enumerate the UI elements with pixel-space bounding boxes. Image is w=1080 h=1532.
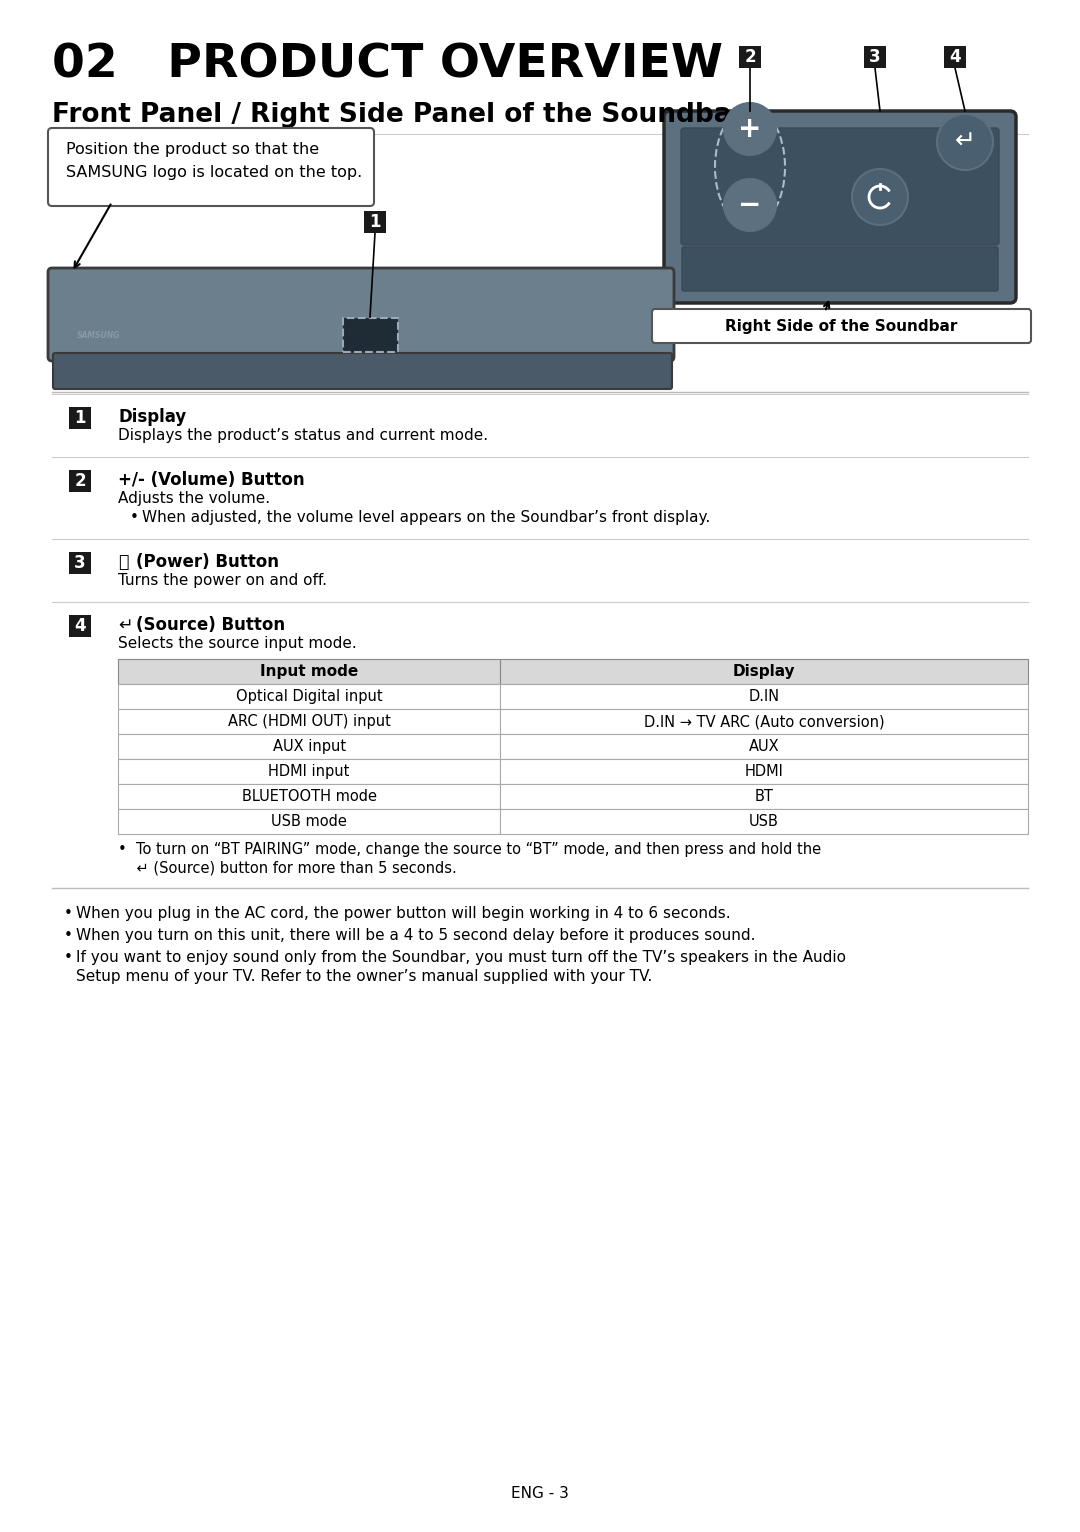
Text: ↵: ↵ (118, 616, 133, 634)
Text: Position the product so that the
SAMSUNG logo is located on the top.: Position the product so that the SAMSUNG… (66, 142, 362, 181)
Text: BT: BT (755, 789, 773, 804)
Text: Front Panel / Right Side Panel of the Soundbar: Front Panel / Right Side Panel of the So… (52, 103, 744, 129)
Text: D.IN: D.IN (748, 689, 780, 705)
Text: Right Side of the Soundbar: Right Side of the Soundbar (726, 319, 958, 334)
Text: HDMI: HDMI (745, 764, 783, 778)
Text: AUX: AUX (748, 738, 780, 754)
Text: ⏻: ⏻ (118, 553, 129, 571)
Circle shape (724, 103, 777, 155)
FancyBboxPatch shape (118, 709, 500, 734)
FancyBboxPatch shape (118, 734, 500, 758)
Text: When you plug in the AC cord, the power button will begin working in 4 to 6 seco: When you plug in the AC cord, the power … (76, 905, 731, 921)
FancyBboxPatch shape (864, 46, 886, 67)
FancyBboxPatch shape (69, 408, 91, 429)
Text: +: + (739, 115, 761, 142)
Text: Input mode: Input mode (260, 663, 359, 679)
Text: D.IN → TV ARC (Auto conversion): D.IN → TV ARC (Auto conversion) (644, 714, 885, 729)
Text: +/- (Volume) Button: +/- (Volume) Button (118, 470, 305, 489)
Circle shape (937, 113, 993, 170)
FancyBboxPatch shape (500, 809, 1028, 833)
Text: 1: 1 (75, 409, 85, 427)
FancyBboxPatch shape (652, 309, 1031, 343)
FancyBboxPatch shape (664, 110, 1016, 303)
FancyBboxPatch shape (500, 659, 1028, 683)
Text: USB mode: USB mode (271, 813, 347, 829)
FancyBboxPatch shape (681, 247, 998, 291)
Text: ENG - 3: ENG - 3 (511, 1486, 569, 1501)
FancyBboxPatch shape (118, 683, 500, 709)
FancyBboxPatch shape (48, 268, 674, 362)
Circle shape (852, 169, 908, 225)
Text: SAMSUNG: SAMSUNG (77, 331, 120, 340)
Text: USB: USB (750, 813, 779, 829)
Text: 02   PRODUCT OVERVIEW: 02 PRODUCT OVERVIEW (52, 41, 723, 87)
FancyBboxPatch shape (500, 709, 1028, 734)
FancyBboxPatch shape (500, 758, 1028, 784)
FancyBboxPatch shape (118, 809, 500, 833)
FancyBboxPatch shape (364, 211, 386, 233)
FancyBboxPatch shape (500, 683, 1028, 709)
Bar (342, 319, 397, 352)
Text: 4: 4 (949, 47, 961, 66)
FancyBboxPatch shape (118, 659, 500, 683)
Text: When adjusted, the volume level appears on the Soundbar’s front display.: When adjusted, the volume level appears … (141, 510, 711, 525)
FancyBboxPatch shape (944, 46, 966, 67)
Text: Turns the power on and off.: Turns the power on and off. (118, 573, 327, 588)
Text: •: • (130, 510, 139, 525)
Text: ↵ (Source) button for more than 5 seconds.: ↵ (Source) button for more than 5 second… (118, 859, 457, 875)
Text: (Power) Button: (Power) Button (136, 553, 279, 571)
Text: 1: 1 (369, 213, 381, 231)
Text: Setup menu of your TV. Refer to the owner’s manual supplied with your TV.: Setup menu of your TV. Refer to the owne… (76, 970, 652, 984)
FancyBboxPatch shape (69, 552, 91, 574)
Text: •: • (64, 905, 72, 921)
Text: •: • (64, 950, 72, 965)
Text: ARC (HDMI OUT) input: ARC (HDMI OUT) input (228, 714, 391, 729)
Text: Displays the product’s status and current mode.: Displays the product’s status and curren… (118, 427, 488, 443)
Text: •  To turn on “BT PAIRING” mode, change the source to “BT” mode, and then press : • To turn on “BT PAIRING” mode, change t… (118, 843, 821, 856)
FancyBboxPatch shape (48, 129, 374, 205)
Text: Optical Digital input: Optical Digital input (235, 689, 382, 705)
Text: 3: 3 (869, 47, 881, 66)
FancyBboxPatch shape (739, 46, 761, 67)
FancyBboxPatch shape (118, 758, 500, 784)
Text: AUX input: AUX input (272, 738, 346, 754)
Text: Selects the source input mode.: Selects the source input mode. (118, 636, 356, 651)
Text: HDMI input: HDMI input (269, 764, 350, 778)
Text: Display: Display (118, 408, 186, 426)
FancyBboxPatch shape (69, 470, 91, 492)
Text: 3: 3 (75, 555, 85, 571)
FancyBboxPatch shape (500, 734, 1028, 758)
Text: When you turn on this unit, there will be a 4 to 5 second delay before it produc: When you turn on this unit, there will b… (76, 928, 756, 944)
Text: ↵: ↵ (955, 130, 975, 155)
Text: If you want to enjoy sound only from the Soundbar, you must turn off the TV’s sp: If you want to enjoy sound only from the… (76, 950, 846, 965)
FancyBboxPatch shape (681, 129, 999, 245)
Text: 2: 2 (744, 47, 756, 66)
Text: 4: 4 (75, 617, 85, 634)
FancyBboxPatch shape (500, 784, 1028, 809)
Text: −: − (739, 192, 761, 219)
Circle shape (724, 179, 777, 231)
Text: Display: Display (733, 663, 795, 679)
FancyBboxPatch shape (53, 352, 672, 389)
Text: •: • (64, 928, 72, 944)
Text: Adjusts the volume.: Adjusts the volume. (118, 490, 270, 506)
FancyBboxPatch shape (69, 614, 91, 637)
Text: BLUETOOTH mode: BLUETOOTH mode (242, 789, 377, 804)
FancyBboxPatch shape (118, 784, 500, 809)
Text: (Source) Button: (Source) Button (136, 616, 285, 634)
Text: 2: 2 (75, 472, 85, 490)
